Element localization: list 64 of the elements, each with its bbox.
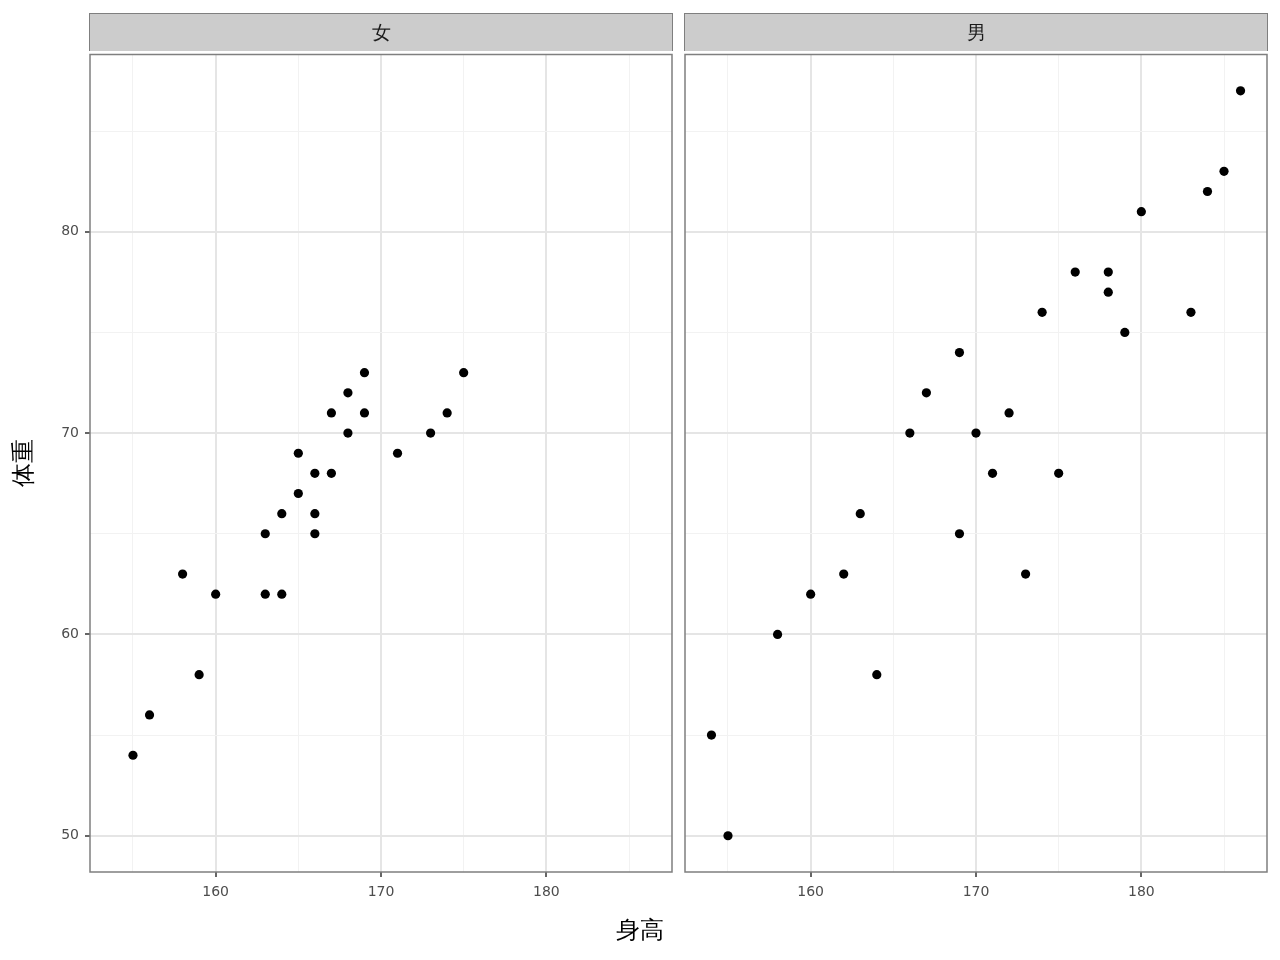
x-tick-label: 180 <box>1127 883 1155 900</box>
y-tick-label: 80 <box>61 222 79 239</box>
point <box>310 529 320 539</box>
point <box>426 428 436 438</box>
point <box>1235 86 1246 96</box>
point <box>277 589 287 599</box>
point <box>459 368 469 378</box>
y-axis-title: 体重 <box>8 439 37 488</box>
point <box>855 509 865 519</box>
point <box>194 670 204 680</box>
point <box>1070 267 1080 277</box>
point <box>277 509 287 519</box>
x-tick-label: 160 <box>797 883 825 900</box>
point <box>1202 186 1213 197</box>
chart-title: 男 <box>966 21 986 43</box>
point <box>359 368 370 378</box>
point <box>1037 307 1047 317</box>
y-tick-label: 70 <box>61 423 79 440</box>
point <box>1120 327 1130 338</box>
chart-title: 女 <box>371 21 391 43</box>
x-axis-title: 身高 <box>616 916 664 944</box>
point <box>987 468 998 478</box>
point <box>872 670 882 680</box>
point <box>971 428 981 438</box>
point <box>1021 569 1031 579</box>
point <box>359 408 370 418</box>
point <box>343 428 353 438</box>
point <box>293 488 303 499</box>
point <box>326 468 336 478</box>
point <box>442 408 452 418</box>
point <box>723 831 733 841</box>
point <box>954 347 965 358</box>
point <box>806 589 816 599</box>
point <box>706 730 717 740</box>
point <box>1004 408 1014 418</box>
point <box>260 589 270 599</box>
point <box>1219 166 1229 176</box>
x-tick-label: 170 <box>962 883 990 900</box>
point <box>310 468 320 478</box>
point <box>293 448 303 458</box>
x-tick-label: 160 <box>202 883 230 900</box>
point <box>144 710 155 720</box>
x-tick-label: 180 <box>532 883 560 900</box>
point <box>1103 287 1113 297</box>
point <box>839 569 849 579</box>
point <box>1136 207 1146 217</box>
point <box>905 428 915 438</box>
point <box>177 569 188 579</box>
point <box>921 388 931 398</box>
point <box>392 448 403 458</box>
point <box>128 750 138 760</box>
point <box>1103 267 1113 277</box>
x-tick-label: 170 <box>367 883 395 900</box>
y-tick-label: 60 <box>61 625 79 642</box>
y-tick-label: 50 <box>61 826 79 843</box>
point <box>310 509 320 519</box>
point <box>211 589 221 599</box>
point <box>260 529 270 539</box>
point <box>343 388 353 398</box>
point <box>1054 468 1064 478</box>
point <box>954 529 965 539</box>
point <box>772 629 783 640</box>
point <box>326 408 336 418</box>
point <box>1186 307 1196 317</box>
